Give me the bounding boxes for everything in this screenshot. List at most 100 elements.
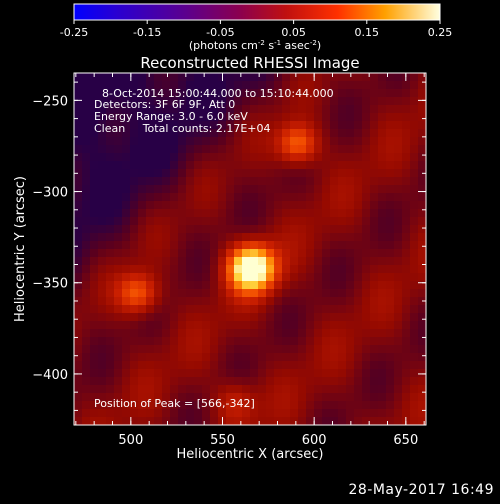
- heatmap-cell: [178, 145, 187, 154]
- heatmap-cell: [250, 289, 259, 298]
- heatmap-cell: [130, 89, 139, 98]
- heatmap-cell: [322, 177, 331, 186]
- heatmap-cell: [282, 313, 291, 322]
- heatmap-cell: [354, 281, 363, 290]
- heatmap-cell: [282, 201, 291, 210]
- heatmap-cell: [298, 217, 307, 226]
- heatmap-cell: [154, 129, 163, 138]
- heatmap-cell: [114, 401, 123, 410]
- heatmap-cell: [330, 257, 339, 266]
- heatmap-cell: [394, 337, 403, 346]
- heatmap-cell: [346, 193, 355, 202]
- heatmap-cell: [282, 281, 291, 290]
- heatmap-cell: [138, 329, 147, 338]
- heatmap-cell: [82, 417, 91, 425]
- heatmap-cell: [402, 297, 411, 306]
- heatmap-cell: [258, 169, 267, 178]
- heatmap-cell: [346, 145, 355, 154]
- heatmap-cell: [74, 409, 83, 418]
- heatmap-cell: [234, 177, 243, 186]
- heatmap-cell: [178, 297, 187, 306]
- heatmap-cell: [242, 89, 251, 98]
- heatmap-cell: [378, 161, 387, 170]
- heatmap-cell: [210, 289, 219, 298]
- heatmap-cell: [218, 369, 227, 378]
- heatmap-cell: [386, 81, 395, 90]
- heatmap-cell: [266, 137, 275, 146]
- heatmap-cell: [290, 273, 299, 282]
- heatmap-cell: [322, 329, 331, 338]
- heatmap-cell: [306, 233, 315, 242]
- heatmap-cell: [306, 369, 315, 378]
- y-axis-label: Heliocentric Y (arcsec): [13, 176, 28, 322]
- heatmap-cell: [210, 369, 219, 378]
- heatmap-cell: [362, 169, 371, 178]
- heatmap-cell: [106, 281, 115, 290]
- heatmap-cell: [186, 161, 195, 170]
- heatmap-cell: [226, 97, 235, 106]
- heatmap-cell: [378, 361, 387, 370]
- heatmap-cell: [410, 233, 419, 242]
- heatmap-cell: [98, 161, 107, 170]
- heatmap-cell: [402, 361, 411, 370]
- heatmap-cell: [242, 233, 251, 242]
- heatmap-cell: [290, 281, 299, 290]
- heatmap-cell: [234, 225, 243, 234]
- heatmap-cell: [202, 137, 211, 146]
- heatmap-cell: [98, 137, 107, 146]
- annotation-clean-counts: Clean Total counts: 2.17E+04: [94, 122, 271, 135]
- heatmap-cell: [378, 377, 387, 386]
- heatmap-cell: [338, 393, 347, 402]
- heatmap-cell: [202, 145, 211, 154]
- heatmap-cell: [298, 209, 307, 218]
- heatmap-cell: [402, 257, 411, 266]
- heatmap-cell: [242, 145, 251, 154]
- heatmap-cell: [330, 385, 339, 394]
- heatmap-cell: [314, 377, 323, 386]
- heatmap-cell: [82, 377, 91, 386]
- heatmap-cell: [122, 265, 131, 274]
- heatmap-cell: [170, 209, 179, 218]
- heatmap-cell: [130, 209, 139, 218]
- heatmap-cell: [314, 185, 323, 194]
- heatmap-cell: [234, 113, 243, 122]
- heatmap-cell: [314, 361, 323, 370]
- heatmap-cell: [138, 153, 147, 162]
- heatmap-cell: [138, 217, 147, 226]
- heatmap-cell: [418, 265, 426, 274]
- heatmap-cell: [362, 401, 371, 410]
- heatmap-cell: [354, 113, 363, 122]
- heatmap-cell: [162, 225, 171, 234]
- heatmap-cell: [378, 185, 387, 194]
- heatmap-cell: [250, 161, 259, 170]
- heatmap-cell: [250, 321, 259, 330]
- heatmap-cell: [226, 361, 235, 370]
- heatmap-cell: [266, 113, 275, 122]
- heatmap-cell: [146, 361, 155, 370]
- heatmap-cell: [274, 393, 283, 402]
- heatmap-cell: [74, 145, 83, 154]
- heatmap-cell: [178, 265, 187, 274]
- heatmap-cell: [290, 377, 299, 386]
- heatmap-cell: [130, 105, 139, 114]
- heatmap-cell: [298, 377, 307, 386]
- heatmap-cell: [210, 145, 219, 154]
- heatmap-cell: [410, 409, 419, 418]
- heatmap-cell: [234, 361, 243, 370]
- colorbar-ticks: -0.25 -0.15 -0.05 0.05 0.15 0.25: [60, 20, 452, 39]
- heatmap-cell: [290, 257, 299, 266]
- heatmap-cell: [418, 81, 426, 90]
- heatmap-cell: [154, 177, 163, 186]
- heatmap-cell: [338, 177, 347, 186]
- heatmap-cell: [410, 201, 419, 210]
- heatmap-cell: [130, 217, 139, 226]
- heatmap-cell: [354, 297, 363, 306]
- heatmap-cell: [98, 257, 107, 266]
- heatmap-cell: [338, 321, 347, 330]
- heatmap-cell: [106, 233, 115, 242]
- heatmap-cell: [346, 305, 355, 314]
- heatmap-cell: [362, 289, 371, 298]
- heatmap-cell: [394, 145, 403, 154]
- heatmap-cell: [418, 281, 426, 290]
- heatmap-cell: [290, 105, 299, 114]
